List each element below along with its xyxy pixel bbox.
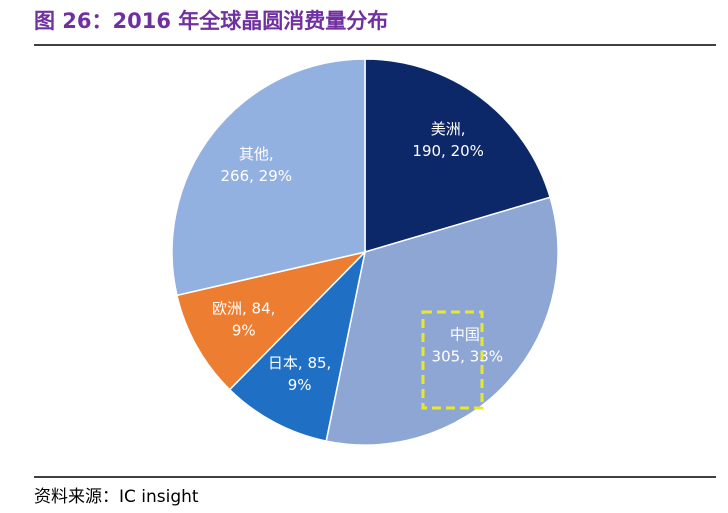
pie-slice	[171, 58, 366, 297]
data-label: 其他,	[239, 145, 274, 163]
data-label: 美洲,	[431, 120, 466, 138]
source: 资料来源：IC insight	[34, 487, 199, 507]
highlight-box	[421, 310, 484, 410]
data-label: 266, 29%	[221, 167, 293, 185]
data-label: 305, 33%	[432, 348, 504, 366]
data-label: 190, 20%	[412, 142, 484, 160]
pie-slice	[325, 196, 559, 446]
chart-title: 图 26：2016 年全球晶圆消费量分布	[34, 9, 388, 33]
data-label: 9%	[232, 321, 256, 339]
data-label: 中国,	[450, 326, 485, 344]
pie: 美洲, 190, 20% 中国, 305, 33% 日本, 85, 9% 欧洲, 84, 9%…	[171, 58, 559, 446]
pie-slice	[228, 249, 367, 442]
data-label: 9%	[288, 376, 312, 394]
pie-slice	[364, 58, 552, 254]
data-label: 欧洲, 84,	[212, 299, 275, 317]
data-label: 日本, 85,	[268, 354, 331, 372]
pie-slice	[176, 250, 368, 391]
